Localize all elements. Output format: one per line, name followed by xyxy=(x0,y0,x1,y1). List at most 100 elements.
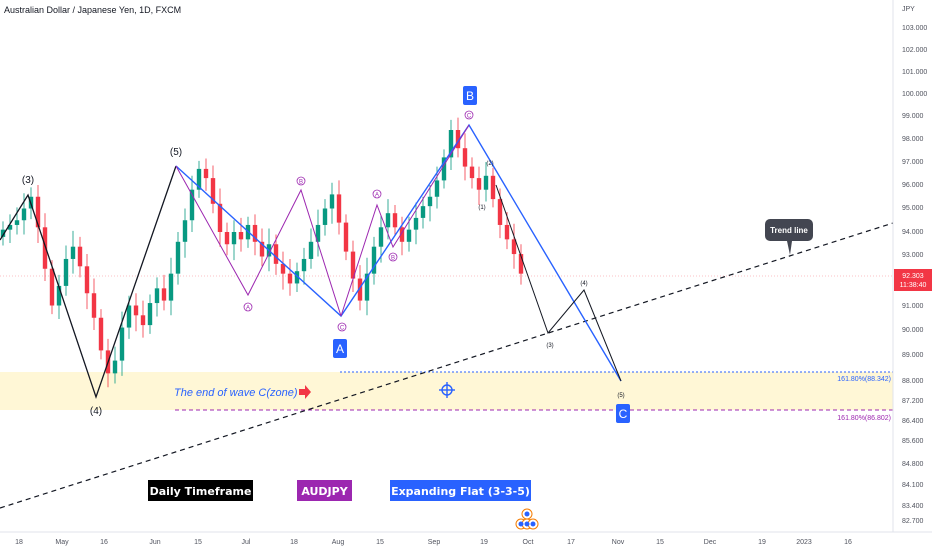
candle xyxy=(287,258,293,296)
candle xyxy=(133,293,139,332)
candle xyxy=(448,119,454,171)
candle xyxy=(469,157,475,189)
price-tick-label: 100.000 xyxy=(902,91,927,98)
candle xyxy=(196,160,202,198)
svg-text:Trend line: Trend line xyxy=(770,226,808,235)
candle xyxy=(518,244,524,285)
zone-label: The end of wave C(zone) xyxy=(174,387,298,399)
time-tick-label: 19 xyxy=(758,539,766,546)
svg-text:C: C xyxy=(467,114,472,120)
time-tick-label: Oct xyxy=(523,539,534,546)
candle xyxy=(378,215,384,263)
time-tick-label: Jun xyxy=(149,539,160,546)
svg-text:92.303: 92.303 xyxy=(902,273,924,280)
purple-wave-a-path xyxy=(175,165,342,317)
purple-wave-b-path xyxy=(340,124,470,317)
price-tick-label: 97.000 xyxy=(902,159,924,166)
wave-box-a: A xyxy=(333,339,347,358)
candle xyxy=(182,208,188,258)
candle xyxy=(189,175,195,232)
price-tick-label: 86.400 xyxy=(902,418,924,425)
candle xyxy=(511,223,517,269)
candle xyxy=(252,214,258,256)
candle xyxy=(294,262,300,293)
sub-label-b1: (1) xyxy=(478,205,485,211)
fib-lower-label: 161.80%(86.802) xyxy=(837,415,891,422)
price-tick-label: 89.000 xyxy=(902,352,924,359)
candle xyxy=(343,214,349,261)
wave-box-b: B xyxy=(463,86,477,105)
svg-text:A: A xyxy=(246,306,250,312)
candle xyxy=(406,216,412,252)
svg-text:A: A xyxy=(336,342,344,356)
svg-text:B: B xyxy=(391,256,395,262)
candle xyxy=(154,277,160,317)
price-tick-label: 95.000 xyxy=(902,205,924,212)
candle xyxy=(273,234,279,275)
candle-series xyxy=(0,117,524,388)
time-tick-label: May xyxy=(55,539,69,546)
svg-text:Daily Timeframe: Daily Timeframe xyxy=(150,485,252,498)
price-tick-label: 82.700 xyxy=(902,518,924,525)
price-tick-label: 83.400 xyxy=(902,503,924,510)
price-tick-label: 94.000 xyxy=(902,229,924,236)
price-tick-label: 98.000 xyxy=(902,136,924,143)
candle xyxy=(371,236,377,285)
price-tick-label: 91.000 xyxy=(902,303,924,310)
fib-upper-label: 161.80%(88.342) xyxy=(837,376,891,383)
candle xyxy=(63,245,69,296)
svg-text:C: C xyxy=(340,326,345,332)
candle xyxy=(329,182,335,224)
time-tick-label: Aug xyxy=(332,539,345,546)
candle xyxy=(336,180,342,235)
trend-line-callout: Trend line xyxy=(765,219,813,255)
time-tick-label: 16 xyxy=(844,539,852,546)
svg-text:C: C xyxy=(619,407,628,421)
candle xyxy=(322,199,328,236)
svg-text:B: B xyxy=(466,89,474,103)
wave-c-projection xyxy=(495,184,622,382)
price-tick-label: 87.200 xyxy=(902,398,924,405)
wave-label-4: (4) xyxy=(90,406,102,417)
candle xyxy=(350,240,356,293)
circle-label-a2: A xyxy=(372,189,382,199)
candle xyxy=(147,294,153,334)
candle xyxy=(427,185,433,222)
candle xyxy=(462,133,468,181)
candle xyxy=(392,204,398,236)
price-tick-label: 84.100 xyxy=(902,482,924,489)
candle xyxy=(413,202,419,245)
candle xyxy=(399,216,405,256)
candle xyxy=(161,274,167,311)
candle xyxy=(483,162,489,202)
time-tick-label: 19 xyxy=(480,539,488,546)
candle xyxy=(364,257,370,316)
circle-label-c1: C xyxy=(337,322,347,332)
price-axis-ticks: 103.000 102.000 101.000 100.000 99.000 98.000… xyxy=(902,25,927,525)
price-tick-label: 96.000 xyxy=(902,182,924,189)
candle xyxy=(504,212,510,250)
candle xyxy=(238,217,244,252)
candle xyxy=(210,165,216,214)
candle xyxy=(140,300,146,338)
price-tick-label: 90.000 xyxy=(902,327,924,334)
event-icons[interactable] xyxy=(515,508,539,530)
candle xyxy=(490,167,496,208)
target-icon[interactable] xyxy=(439,382,455,398)
candle xyxy=(420,196,426,229)
candle xyxy=(98,309,104,360)
zone-arrow-icon xyxy=(299,385,311,399)
candle xyxy=(455,117,461,158)
chart-title: Australian Dollar / Japanese Yen, 1D, FX… xyxy=(4,5,181,15)
candle xyxy=(441,149,447,189)
price-tick-label: 93.000 xyxy=(902,252,924,259)
sub-label-b2: (2) xyxy=(486,161,493,167)
time-tick-label: 17 xyxy=(567,539,575,546)
svg-text:B: B xyxy=(299,180,303,186)
time-tick-label: 18 xyxy=(290,539,298,546)
candle xyxy=(112,346,118,384)
blue-abc-path xyxy=(175,123,622,382)
price-tick-label: 85.600 xyxy=(902,438,924,445)
tag-timeframe: Daily Timeframe xyxy=(148,480,253,501)
black-wave-path xyxy=(0,165,177,400)
